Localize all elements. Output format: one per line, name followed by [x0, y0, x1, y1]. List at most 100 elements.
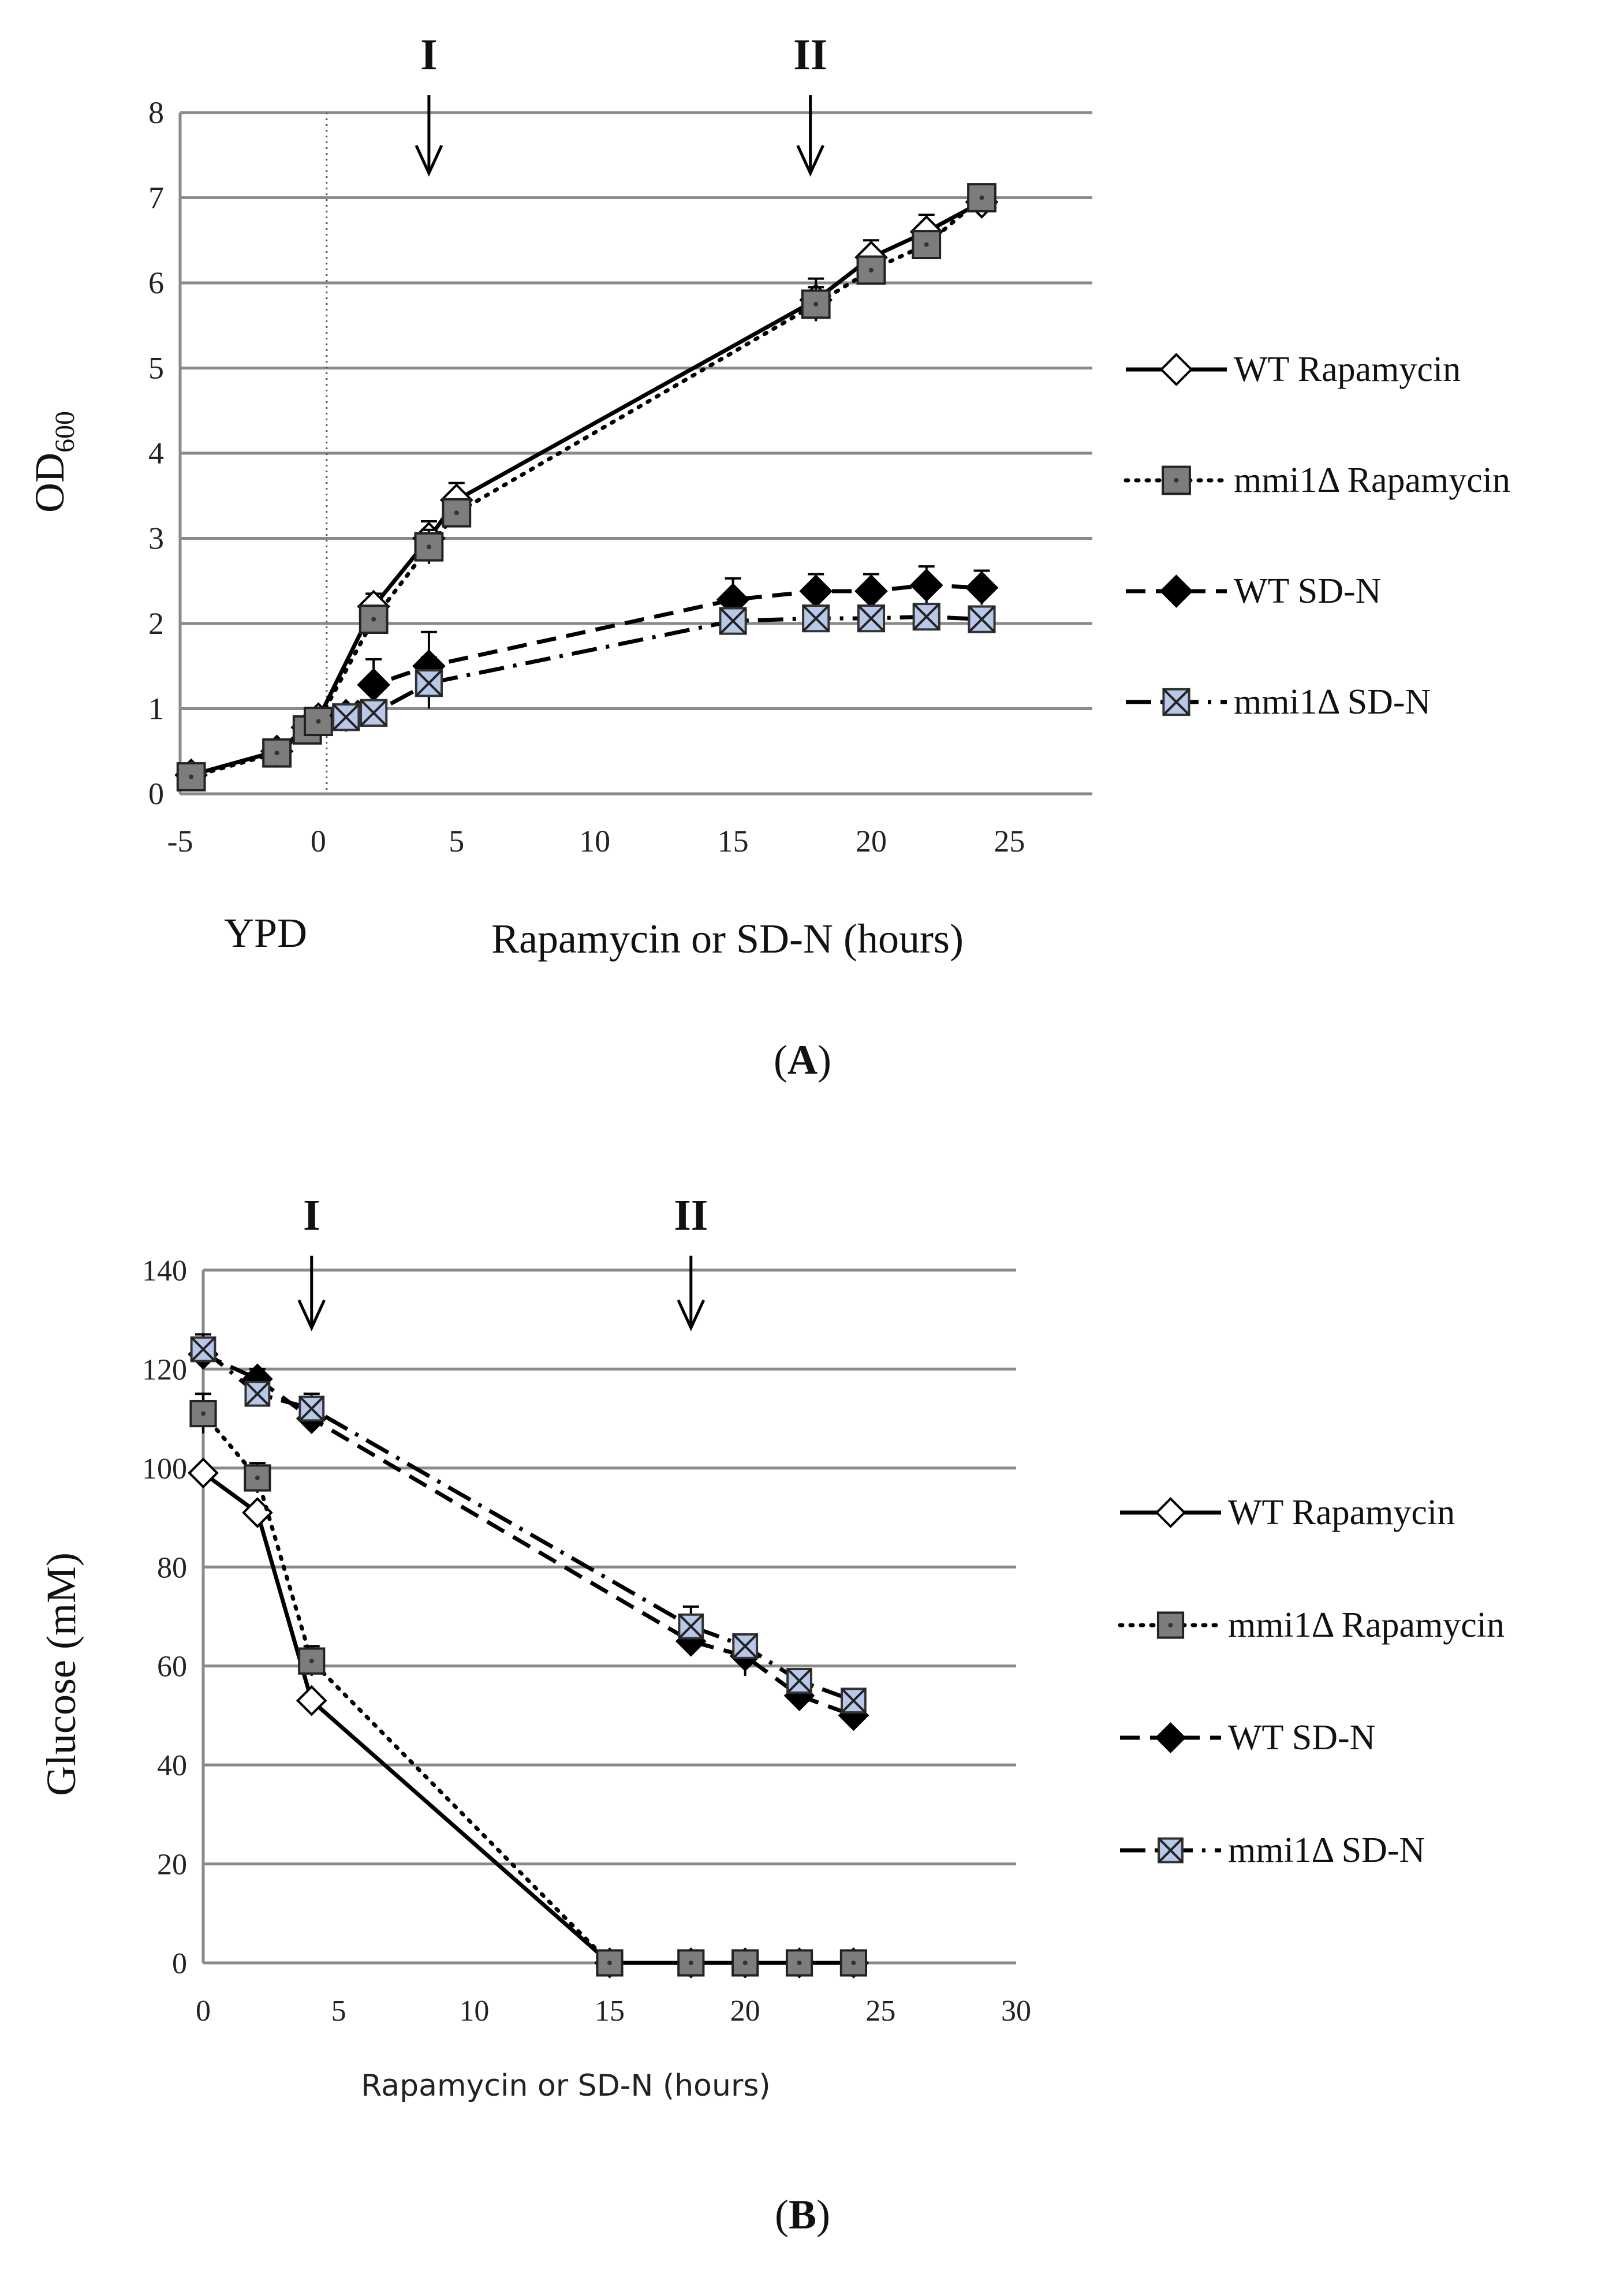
data-point: [188, 1457, 219, 1489]
panel-a-caption: (A): [774, 1037, 831, 1083]
x-tick-label: 5: [331, 1995, 346, 2028]
legend-entry: mmi1Δ Rapamycin: [1124, 461, 1510, 500]
legend-marker: [1162, 688, 1190, 716]
arrow-head: [297, 1299, 326, 1332]
legend-marker: [1158, 1837, 1184, 1864]
panel-b-gridlines: [203, 1268, 1016, 1965]
data-point: [968, 605, 996, 633]
arrow-annotation: I: [415, 31, 443, 177]
legend-label: mmi1Δ SD-N: [1234, 682, 1431, 722]
panel-b-caption: (B): [775, 2192, 830, 2238]
x-tick-label: 5: [449, 824, 464, 858]
legend-label: mmi1Δ SD-N: [1228, 1831, 1425, 1870]
y-tick-label: 8: [148, 95, 164, 130]
legend-entry: WT SD-N: [1120, 1718, 1375, 1757]
arrow-head: [415, 144, 443, 177]
y-tick-label: 40: [157, 1749, 187, 1782]
data-point: [414, 532, 444, 562]
legend-marker: [1162, 465, 1191, 495]
panel-b-caption-letter: B: [789, 2192, 816, 2238]
x-tick-label: 15: [718, 824, 749, 858]
data-point: [857, 604, 886, 633]
data-point: [799, 574, 833, 608]
series-1: [176, 183, 996, 792]
data-point: [732, 1633, 759, 1659]
series-3: [332, 603, 996, 731]
y-tick-label: 2: [148, 606, 164, 641]
panel-b-legend: WT Rapamycin mmi1Δ Rapamycin WT SD-N mmi1Δ …: [1118, 1493, 1505, 1870]
panel-b-y-axis-label: Glucose (mM): [38, 1552, 84, 1796]
panel-a-y-axis-label-main: OD: [27, 453, 73, 513]
arrow-label: II: [793, 31, 827, 79]
y-tick-label: 4: [148, 436, 164, 471]
y-tick-label: 1: [148, 692, 164, 726]
y-tick-label: 0: [172, 1947, 187, 1980]
x-tick-label: 0: [196, 1995, 211, 2028]
x-tick-label: 25: [865, 1995, 895, 2028]
panel-a-x-axis-label-left: YPD: [224, 910, 307, 956]
y-tick-label: 5: [148, 351, 164, 386]
series-3: [190, 1333, 867, 1714]
legend-label: WT SD-N: [1228, 1718, 1375, 1757]
arrow-label: I: [303, 1191, 320, 1240]
panel-b-tick-labels: 0 20 40 60 80 100 120 140 0 5 10 15 20 25 30: [142, 1255, 1031, 2028]
data-point: [909, 568, 943, 602]
data-point: [298, 1395, 325, 1422]
legend-marker: [1156, 1611, 1185, 1639]
y-tick-label: 120: [142, 1353, 187, 1386]
arrow-label: I: [420, 31, 438, 79]
y-tick-label: 7: [148, 181, 164, 215]
legend-label: WT SD-N: [1234, 572, 1381, 611]
x-tick-label: 20: [856, 824, 887, 858]
panel-b-series: [188, 1333, 869, 1978]
panel-b-annotations: I II: [297, 1191, 708, 1332]
data-point: [967, 183, 996, 212]
x-tick-label: -5: [167, 824, 193, 858]
data-point: [841, 1688, 867, 1714]
series-2: [188, 1338, 869, 1731]
data-point: [262, 738, 292, 768]
legend-entry: mmi1Δ Rapamycin: [1118, 1606, 1505, 1645]
series-2: [329, 565, 999, 733]
data-point: [856, 255, 886, 285]
series-line: [191, 200, 983, 777]
series-line: [201, 1412, 856, 1965]
data-point: [802, 604, 830, 633]
data-point: [189, 1399, 217, 1428]
data-point: [357, 668, 390, 702]
data-point: [442, 498, 472, 528]
data-point: [244, 1380, 271, 1407]
legend-entry: WT Rapamycin: [1126, 350, 1461, 389]
panel-a-y-axis-label: OD600: [27, 411, 80, 513]
panel-a-series: [174, 183, 999, 792]
y-tick-label: 60: [157, 1651, 187, 1683]
panel-a-axes: [178, 113, 328, 794]
panel-a-x-axis-label: Rapamycin or SD-N (hours): [491, 916, 964, 962]
data-point: [176, 762, 206, 792]
x-tick-label: 20: [730, 1995, 760, 2028]
panel-a-y-axis-label-sub: 600: [50, 411, 80, 453]
data-point: [415, 669, 443, 697]
x-tick-label: 0: [311, 824, 326, 858]
y-tick-label: 100: [142, 1453, 187, 1485]
legend-label: mmi1Δ Rapamycin: [1234, 461, 1510, 500]
panel-b-x-axis-label: Rapamycin or SD-N (hours): [361, 2069, 770, 2103]
panel-a-legend: WT Rapamycin mmi1Δ Rapamycin WT SD-N mmi1Δ …: [1124, 350, 1510, 722]
data-point: [298, 1647, 326, 1675]
x-tick-label: 15: [595, 1995, 625, 2028]
y-tick-label: 3: [148, 521, 164, 556]
y-tick-label: 6: [148, 266, 164, 300]
legend-label: mmi1Δ Rapamycin: [1228, 1606, 1505, 1645]
legend-marker: [1155, 1722, 1186, 1753]
arrow-label: II: [674, 1191, 708, 1240]
data-point: [731, 1949, 759, 1977]
y-tick-label: 20: [157, 1849, 187, 1881]
data-point: [785, 1949, 813, 1977]
data-point: [360, 699, 388, 727]
legend-label: WT Rapamycin: [1228, 1493, 1455, 1532]
y-tick-label: 140: [142, 1255, 187, 1287]
